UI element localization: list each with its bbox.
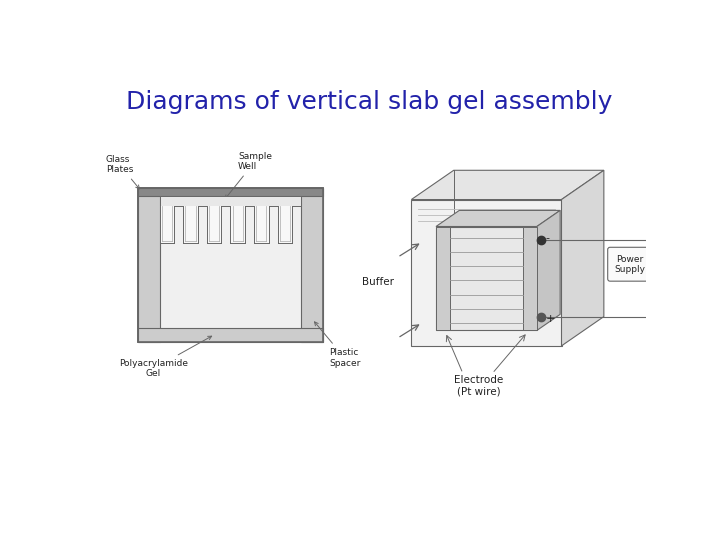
- Bar: [138, 188, 323, 342]
- Text: Power
Supply: Power Supply: [615, 254, 646, 274]
- Bar: [254, 206, 269, 244]
- Bar: [207, 206, 222, 244]
- Text: Plastic
Spacer: Plastic Spacer: [315, 322, 360, 368]
- Text: Polyacrylamide
Gel: Polyacrylamide Gel: [119, 336, 212, 379]
- Bar: [230, 206, 245, 244]
- Polygon shape: [411, 170, 604, 200]
- Bar: [301, 188, 323, 342]
- FancyBboxPatch shape: [608, 247, 652, 281]
- Bar: [138, 188, 323, 342]
- Bar: [160, 195, 301, 206]
- Text: -: -: [545, 233, 549, 243]
- Bar: [278, 206, 292, 244]
- Bar: [160, 206, 174, 244]
- Bar: [436, 226, 450, 330]
- Text: Buffer: Buffer: [362, 277, 395, 287]
- Bar: [183, 206, 198, 244]
- Polygon shape: [562, 170, 604, 346]
- Bar: [411, 200, 562, 346]
- Bar: [436, 226, 537, 330]
- Polygon shape: [436, 211, 560, 226]
- Polygon shape: [537, 211, 560, 330]
- Text: +: +: [545, 314, 554, 324]
- Text: Sample
Well: Sample Well: [225, 152, 272, 199]
- Bar: [138, 188, 323, 195]
- Text: Glass
Plates: Glass Plates: [106, 155, 140, 189]
- Text: Electrode
(Pt wire): Electrode (Pt wire): [454, 375, 503, 397]
- Bar: [523, 226, 537, 330]
- Text: Diagrams of vertical slab gel assembly: Diagrams of vertical slab gel assembly: [126, 90, 612, 114]
- Bar: [138, 328, 323, 342]
- Bar: [138, 188, 160, 342]
